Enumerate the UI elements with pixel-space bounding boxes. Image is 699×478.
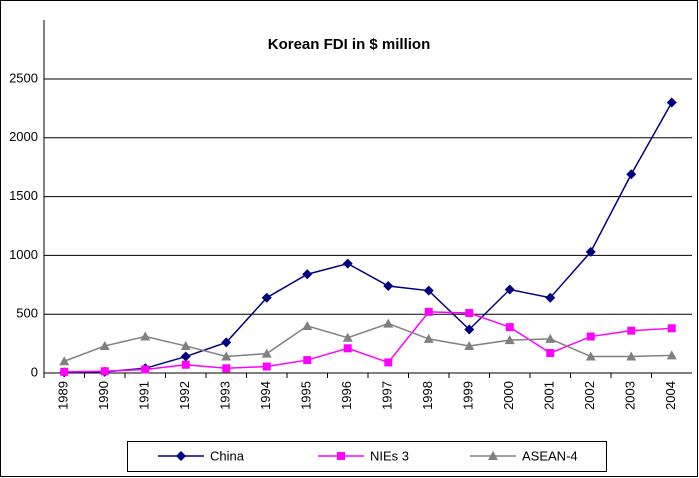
x-tick-label: 2003 bbox=[623, 381, 638, 410]
x-tick-label: 1989 bbox=[56, 381, 71, 410]
data-point bbox=[545, 333, 556, 343]
legend-box bbox=[127, 441, 607, 472]
x-tick-label: 2000 bbox=[501, 381, 516, 410]
data-point bbox=[504, 284, 515, 295]
data-point bbox=[504, 335, 515, 345]
data-point bbox=[100, 367, 109, 376]
data-point bbox=[60, 367, 69, 376]
data-point bbox=[180, 351, 191, 362]
data-point bbox=[505, 323, 514, 332]
data-point bbox=[59, 356, 70, 366]
data-point bbox=[627, 326, 636, 335]
data-point bbox=[546, 349, 555, 358]
data-point bbox=[423, 285, 434, 296]
data-point bbox=[261, 348, 272, 358]
data-point bbox=[383, 318, 394, 328]
series-line bbox=[64, 311, 672, 373]
y-tick-label: 1500 bbox=[9, 188, 38, 203]
chart-title: Korean FDI in $ million bbox=[268, 36, 431, 53]
series-line bbox=[64, 102, 673, 374]
data-point bbox=[464, 324, 475, 335]
data-point bbox=[423, 333, 434, 343]
data-point bbox=[585, 246, 596, 257]
data-point bbox=[464, 340, 475, 350]
data-point bbox=[141, 365, 150, 374]
data-point bbox=[586, 332, 595, 341]
data-point bbox=[626, 169, 637, 180]
data-point bbox=[261, 292, 272, 303]
x-tick-label: 1990 bbox=[96, 381, 111, 410]
y-tick-label: 2500 bbox=[9, 70, 38, 85]
data-point bbox=[343, 344, 352, 353]
data-point bbox=[666, 350, 677, 360]
data-point bbox=[303, 356, 312, 365]
data-point bbox=[424, 307, 433, 316]
legend-marker bbox=[488, 451, 498, 460]
x-tick-label: 1998 bbox=[420, 381, 435, 410]
x-tick-label: 2002 bbox=[582, 381, 597, 410]
data-point bbox=[302, 320, 313, 330]
x-tick-label: 1995 bbox=[299, 381, 314, 410]
legend-marker bbox=[337, 452, 345, 460]
legend-label: NIEs 3 bbox=[370, 448, 409, 463]
data-point bbox=[302, 269, 313, 280]
data-point bbox=[181, 360, 190, 369]
x-tick-label: 1992 bbox=[177, 381, 192, 410]
legend-marker bbox=[176, 451, 186, 461]
data-point bbox=[545, 292, 556, 303]
data-point bbox=[383, 280, 394, 291]
data-point bbox=[342, 332, 353, 342]
series-line bbox=[63, 322, 672, 362]
x-tick-label: 1996 bbox=[339, 381, 354, 410]
x-tick-label: 1997 bbox=[380, 381, 395, 410]
data-point bbox=[626, 351, 637, 361]
y-tick-label: 500 bbox=[16, 306, 38, 321]
data-point bbox=[667, 324, 676, 333]
y-tick-label: 1000 bbox=[9, 247, 38, 262]
data-point bbox=[342, 258, 353, 269]
legend-label: ASEAN-4 bbox=[522, 448, 578, 463]
data-point bbox=[140, 331, 151, 341]
x-tick-label: 2001 bbox=[542, 381, 557, 410]
data-point bbox=[262, 362, 271, 371]
data-point bbox=[465, 309, 474, 318]
x-tick-label: 2004 bbox=[663, 381, 678, 410]
data-point bbox=[666, 97, 677, 108]
data-point bbox=[222, 364, 231, 373]
data-point bbox=[585, 351, 596, 361]
data-point bbox=[180, 340, 191, 350]
data-point bbox=[99, 340, 110, 350]
data-point bbox=[221, 351, 232, 361]
legend-label: China bbox=[210, 448, 245, 463]
x-tick-label: 1994 bbox=[258, 381, 273, 410]
x-tick-label: 1999 bbox=[461, 381, 476, 410]
y-tick-label: 2000 bbox=[9, 129, 38, 144]
y-tick-label: 0 bbox=[31, 364, 38, 379]
data-point bbox=[221, 337, 232, 348]
x-tick-label: 1991 bbox=[137, 381, 152, 410]
x-tick-label: 1993 bbox=[218, 381, 233, 410]
data-point bbox=[384, 358, 393, 367]
